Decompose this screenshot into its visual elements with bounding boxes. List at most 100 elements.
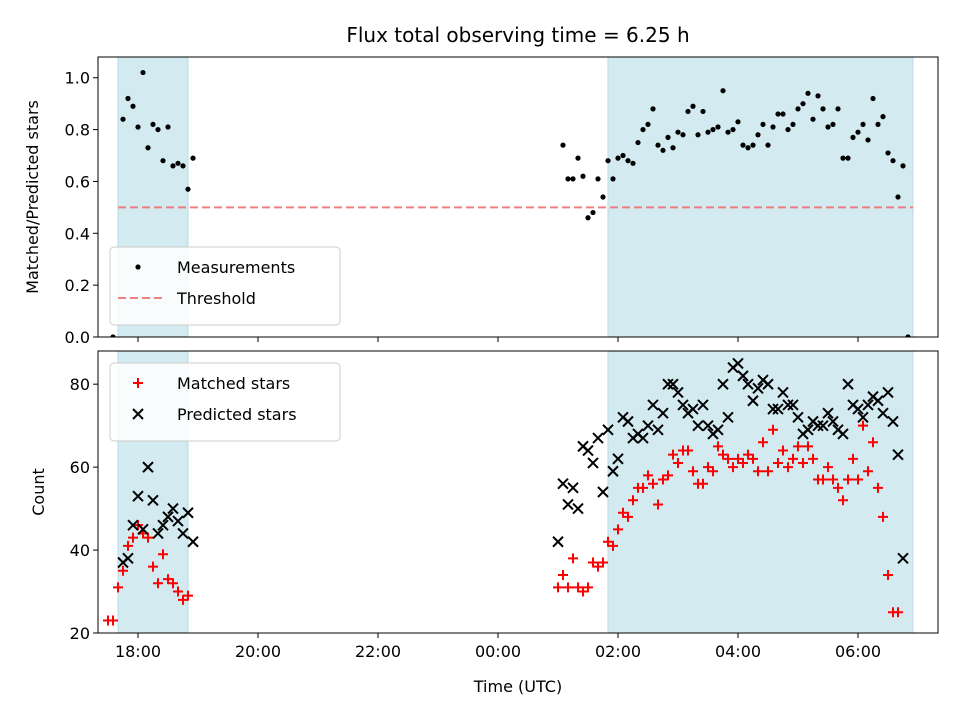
- measurements-point-73: [845, 155, 851, 161]
- predicted-stars-point-11: [172, 515, 184, 527]
- predicted-stars-point-37: [662, 378, 674, 390]
- predicted-stars-point-68: [817, 419, 829, 432]
- predicted-stars-point-52: [737, 370, 749, 382]
- predicted-stars-point-48: [717, 378, 729, 390]
- measurements-point-29: [625, 158, 631, 164]
- legend-marker-dot: [135, 264, 141, 270]
- measurements-point-66: [810, 116, 816, 122]
- matched-stars-point-20: [568, 553, 578, 564]
- matched-stars-point-56: [748, 453, 758, 464]
- predicted-stars-point-59: [772, 403, 784, 415]
- matched-stars-point-19: [563, 582, 573, 593]
- figure-title: Flux total observing time = 6.25 h: [346, 23, 689, 47]
- predicted-stars-point-26: [607, 465, 619, 477]
- legend: Matched stars Predicted stars: [109, 362, 341, 442]
- x-tick-label: 22:00: [355, 642, 401, 661]
- measurements-point-81: [885, 150, 891, 156]
- predicted-stars-point-34: [647, 399, 659, 411]
- predicted-stars-point-15: [552, 536, 564, 548]
- measurements-point-33: [645, 121, 651, 128]
- measurements-point-50: [730, 126, 736, 133]
- matched-stars-point-59: [763, 466, 773, 477]
- matched-stars-point-9: [148, 561, 158, 572]
- measurements-point-24: [600, 194, 606, 200]
- flux-ratio-panel: 0.0 0.2 0.4 0.6 0.8 1.0 Matched/Predicted star…: [23, 56, 939, 347]
- measurements-point-5: [140, 69, 146, 76]
- measurements-point-85: [905, 334, 911, 337]
- predicted-stars-point-1: [122, 552, 134, 565]
- matched-stars-point-2: [113, 582, 123, 593]
- matched-stars-point-17: [553, 582, 563, 593]
- measurements-point-12: [175, 160, 181, 166]
- measurements-point-54: [750, 142, 756, 148]
- matched-stars-point-3: [118, 565, 128, 576]
- measurements-point-61: [785, 126, 791, 133]
- predicted-stars-point-62: [787, 399, 799, 411]
- measurements-point-36: [660, 147, 666, 153]
- measurements-point-49: [725, 129, 731, 135]
- predicted-stars-point-12: [177, 527, 189, 540]
- matched-stars-point-58: [758, 437, 768, 448]
- predicted-stars-point-80: [877, 407, 889, 419]
- matched-stars-point-41: [673, 457, 683, 468]
- measurements-point-15: [190, 155, 196, 161]
- predicted-stars-point-49: [722, 411, 734, 424]
- y-tick-label: 0.6: [65, 172, 90, 191]
- predicted-stars-point-29: [622, 415, 634, 428]
- predicted-stars-point-60: [777, 386, 789, 399]
- measurements-point-38: [670, 145, 676, 151]
- matched-stars-point-60: [768, 424, 778, 435]
- measurements-point-0: [110, 334, 116, 337]
- y-tick-label: 0.0: [65, 328, 90, 347]
- measurements-point-78: [870, 95, 876, 102]
- measurements-point-62: [790, 121, 796, 128]
- y-tick-label: 40: [70, 541, 90, 560]
- matched-stars-point-11: [158, 549, 168, 560]
- predicted-stars-point-63: [792, 411, 804, 424]
- predicted-stars-point-58: [767, 403, 779, 415]
- predicted-stars-point-51: [732, 357, 744, 370]
- measurements-point-3: [130, 103, 136, 109]
- x-tick-label: 02:00: [595, 642, 641, 661]
- measurements-point-79: [875, 121, 881, 128]
- measurements-point-17: [565, 176, 571, 182]
- matched-stars-point-44: [688, 466, 698, 477]
- y-tick-label: 60: [70, 458, 90, 477]
- predicted-stars-point-22: [587, 457, 599, 469]
- y-tick-label: 1.0: [65, 69, 90, 88]
- predicted-stars-point-25: [602, 424, 614, 436]
- predicted-stars-point-69: [822, 407, 834, 419]
- legend-marker-plus: [133, 378, 143, 388]
- predicted-stars-point-2: [127, 519, 139, 531]
- x-tick-label: 06:00: [835, 642, 881, 661]
- measurements-point-34: [650, 106, 656, 112]
- measurements-point-52: [740, 142, 746, 148]
- y-tick-label: 80: [70, 375, 90, 394]
- matched-stars-point-48: [708, 466, 718, 477]
- matched-stars-point-26: [598, 557, 608, 568]
- shaded-span-1: [607, 56, 914, 338]
- predicted-stars-point-14: [187, 536, 199, 548]
- measurements-point-70: [830, 121, 836, 128]
- predicted-stars-point-76: [857, 411, 869, 424]
- measurements-point-43: [695, 132, 701, 138]
- measurements-point-37: [665, 134, 671, 140]
- matched-stars-point-5: [128, 532, 138, 543]
- predicted-stars-point-10: [167, 502, 179, 515]
- matched-stars-point-49: [713, 441, 723, 452]
- predicted-stars-point-35: [652, 424, 664, 436]
- x-tick-label: 20:00: [235, 642, 281, 661]
- predicted-stars-point-65: [802, 424, 814, 436]
- matched-stars-point-29: [613, 524, 623, 535]
- legend-marker-x: [132, 408, 144, 420]
- measurements-point-31: [635, 139, 641, 146]
- predicted-stars-point-3: [132, 490, 144, 502]
- measurements-point-18: [570, 176, 576, 182]
- measurements-point-67: [815, 93, 821, 99]
- predicted-stars-point-43: [692, 419, 704, 432]
- predicted-stars-point-47: [712, 424, 724, 436]
- predicted-stars-point-27: [612, 453, 624, 465]
- matched-stars-point-83: [883, 569, 893, 580]
- matched-stars-point-65: [793, 441, 803, 452]
